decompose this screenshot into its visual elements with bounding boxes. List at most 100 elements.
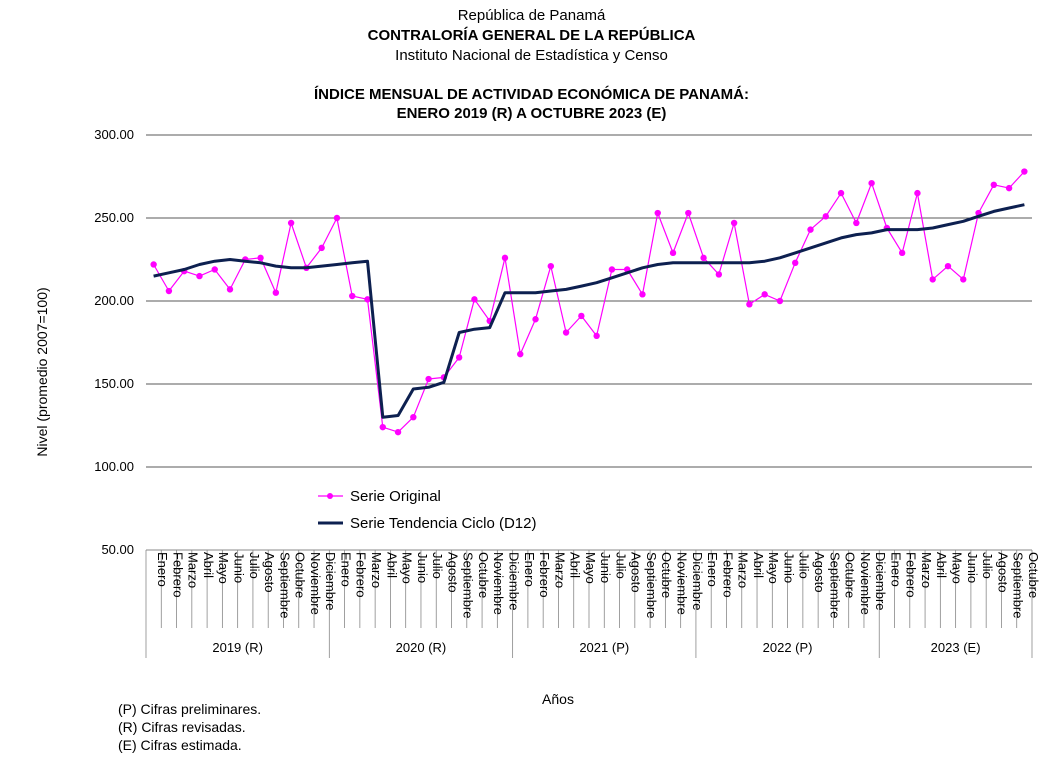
month-label: Marzo [736, 552, 751, 588]
month-label: Mayo [400, 552, 415, 584]
y-tick-label: 200.00 [94, 293, 134, 308]
data-point-original [654, 209, 661, 217]
month-label: Mayo [949, 552, 964, 584]
series-layer [150, 168, 1028, 436]
data-point-original [379, 423, 386, 431]
y-axis-ticks: 50.00 100.00 150.00 200.00 250.00 300.00 [94, 127, 134, 557]
month-label: Septiembre [277, 552, 292, 618]
month-label: Junio [598, 552, 613, 583]
data-point-original [517, 350, 524, 358]
data-point-original [211, 266, 218, 273]
month-label: Marzo [186, 552, 201, 588]
data-point-original [226, 286, 234, 293]
month-label: Diciembre [323, 552, 338, 611]
month-label: Abril [568, 552, 583, 578]
legend: Serie Original Serie Tendencia Ciclo (D1… [318, 488, 536, 532]
data-point-original [562, 329, 570, 336]
month-label: Abril [934, 552, 949, 578]
legend-label-trend: Serie Tendencia Ciclo (D12) [350, 515, 536, 532]
month-label: Diciembre [873, 552, 888, 611]
data-point-original [349, 292, 356, 300]
month-label: Julio [430, 552, 445, 579]
year-label: 2019 (R) [212, 640, 263, 655]
data-point-original [669, 249, 677, 257]
year-label: 2021 (P) [579, 640, 629, 655]
data-point-original [822, 213, 829, 220]
month-label: Marzo [552, 552, 567, 588]
month-label: Agosto [445, 552, 460, 592]
month-label: Agosto [995, 552, 1010, 592]
month-label: Febrero [354, 552, 369, 598]
footnote-preliminary: (P) Cifras preliminares. [118, 701, 262, 717]
month-label: Febrero [720, 552, 735, 598]
month-label: Noviembre [491, 552, 506, 615]
month-label: Junio [965, 552, 980, 583]
data-point-original [944, 262, 952, 270]
month-label: Enero [338, 552, 353, 587]
data-point-original [639, 291, 646, 298]
month-label: Febrero [904, 552, 919, 598]
data-point-original [746, 301, 753, 308]
data-point-original [455, 354, 463, 361]
data-point-original [807, 226, 814, 233]
data-point-original [410, 414, 417, 421]
month-label: Agosto [262, 552, 277, 592]
month-label: Septiembre [1011, 552, 1026, 618]
data-point-original [990, 181, 998, 188]
y-tick-label: 250.00 [94, 210, 134, 225]
data-point-original [272, 289, 280, 296]
month-label: Agosto [812, 552, 827, 592]
month-label: Octubre [659, 552, 674, 598]
data-point-original [471, 296, 478, 303]
month-label: Septiembre [827, 552, 842, 618]
year-label: 2022 (P) [763, 640, 813, 655]
footnotes: (P) Cifras preliminares. (R) Cifras revi… [118, 700, 261, 754]
data-point-original [715, 271, 723, 278]
month-label: Octubre [1026, 552, 1041, 598]
data-point-original [394, 428, 402, 436]
data-point-original [578, 312, 585, 320]
data-point-original [593, 332, 600, 340]
month-label: Octubre [293, 552, 308, 598]
data-point-original [257, 254, 264, 262]
month-label: Noviembre [308, 552, 323, 615]
month-label: Abril [751, 552, 766, 578]
data-point-original [1021, 168, 1028, 175]
x-axis-table: Enero Febrero Marzo Abril Mayo Junio Julio Agos… [145, 549, 1041, 658]
year-label: 2020 (R) [396, 640, 447, 655]
data-point-original [776, 297, 784, 305]
month-label: Noviembre [858, 552, 873, 615]
data-point-original [150, 261, 157, 268]
data-point-original [425, 375, 432, 383]
data-point-original [318, 244, 325, 252]
data-point-original [685, 209, 692, 217]
month-label: Enero [888, 552, 903, 587]
month-label: Julio [247, 552, 262, 579]
chart-title: ÍNDICE MENSUAL DE ACTIVIDAD ECONÓMICA DE… [313, 86, 749, 103]
month-label: Marzo [369, 552, 384, 588]
data-point-original [700, 254, 707, 262]
data-point-original [547, 262, 555, 270]
footnote-revised: (R) Cifras revisadas. [118, 719, 246, 735]
month-label: Junio [781, 552, 796, 583]
month-label: Diciembre [690, 552, 705, 611]
month-label: Julio [613, 552, 628, 579]
header-institute: Instituto Nacional de Estadística y Cens… [395, 47, 668, 64]
data-point-original [730, 219, 738, 227]
year-label: 2023 (E) [931, 640, 981, 655]
data-point-original [608, 266, 616, 273]
data-point-original [853, 219, 860, 227]
month-label: Octubre [476, 552, 491, 598]
header-institution: CONTRALORÍA GENERAL DE LA REPÚBLICA [367, 27, 696, 44]
data-point-original [914, 189, 921, 197]
data-point-original [868, 179, 875, 187]
legend-marker-original [327, 493, 333, 499]
y-tick-label: 50.00 [101, 542, 134, 557]
data-point-original [929, 276, 936, 283]
data-point-original [960, 276, 967, 283]
month-label: Diciembre [506, 552, 521, 611]
month-label: Mayo [216, 552, 231, 584]
data-point-original [364, 296, 371, 303]
y-tick-label: 100.00 [94, 459, 134, 474]
